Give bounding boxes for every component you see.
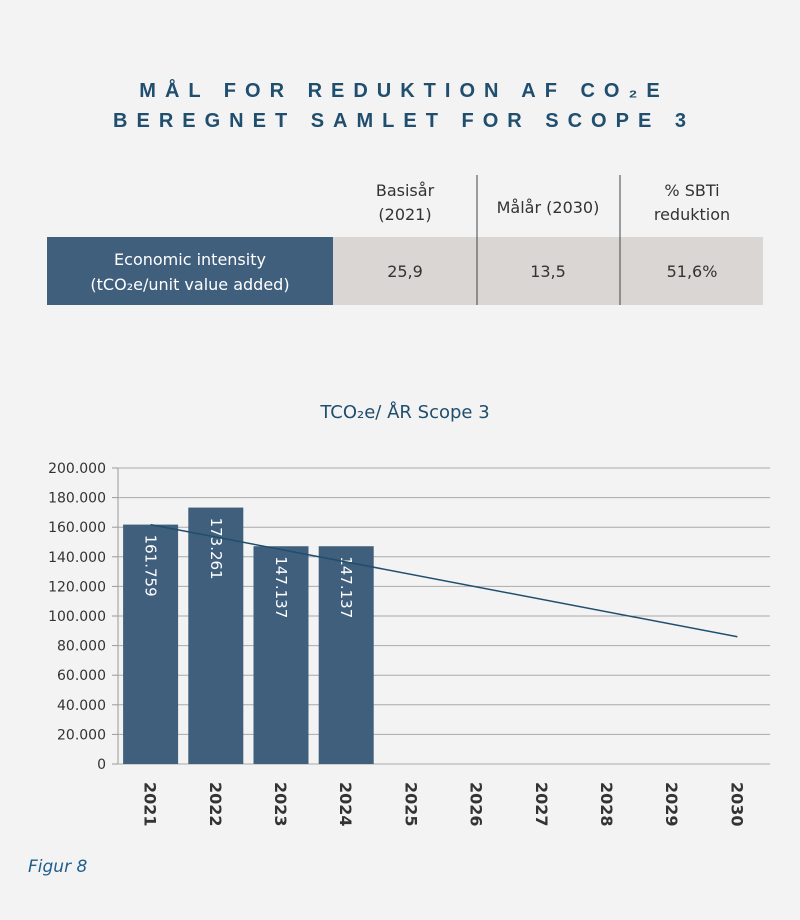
y-tick-label: 120.000 [48,579,106,595]
bar [188,507,244,764]
title-line: BEREGNET SAMLET FOR SCOPE 3 [113,110,695,132]
y-tick-label: 0 [97,757,106,773]
column-header: reduktion [654,205,730,224]
x-tick-label: 2026 [467,782,486,827]
row-label: Economic intensity [114,250,266,269]
column-header: % SBTi [664,181,719,200]
x-tick-label: 2030 [727,782,746,827]
value-label: 147.137 [337,556,355,618]
x-tick-label: 2023 [271,782,290,827]
row-cells [333,237,763,305]
row-header-cell [47,237,333,305]
x-tick-label: 2028 [597,782,616,827]
y-tick-label: 80.000 [57,639,106,655]
y-tick-label: 140.000 [48,550,106,566]
bar [253,546,309,764]
cell: 51,6% [667,262,718,281]
cell: 25,9 [387,262,423,281]
x-tick-label: 2027 [532,782,551,827]
x-tick-label: 2024 [336,782,355,827]
y-tick-label: 20.000 [57,727,106,743]
x-tick-label: 2022 [206,782,225,827]
title-line: MÅL FOR REDUKTION AF CO₂E [139,78,668,102]
caption: Figur 8 [28,857,87,877]
column-header: (2021) [378,205,431,224]
value-label: 147.137 [272,556,290,618]
value-label: 161.759 [142,535,160,597]
bar [123,524,179,764]
bar [318,546,374,764]
chart-title: TCO₂e/ ÅR Scope 3 [319,401,489,423]
x-tick-label: 2025 [401,782,420,827]
row-label: (tCO₂e/unit value added) [90,275,289,294]
y-tick-label: 60.000 [57,668,106,684]
trend-line [150,523,738,638]
y-tick-label: 180.000 [48,491,106,507]
y-tick-label: 200.000 [48,461,106,477]
x-tick-label: 2021 [141,782,160,827]
y-tick-label: 100.000 [48,609,106,625]
x-tick-label: 2029 [662,782,681,827]
value-label: 173.261 [207,518,225,580]
y-tick-label: 40.000 [57,698,106,714]
column-header: Basisår [376,181,435,200]
cell: 13,5 [530,262,566,281]
y-tick-label: 160.000 [48,520,106,536]
column-header: Målår (2030) [497,198,600,217]
